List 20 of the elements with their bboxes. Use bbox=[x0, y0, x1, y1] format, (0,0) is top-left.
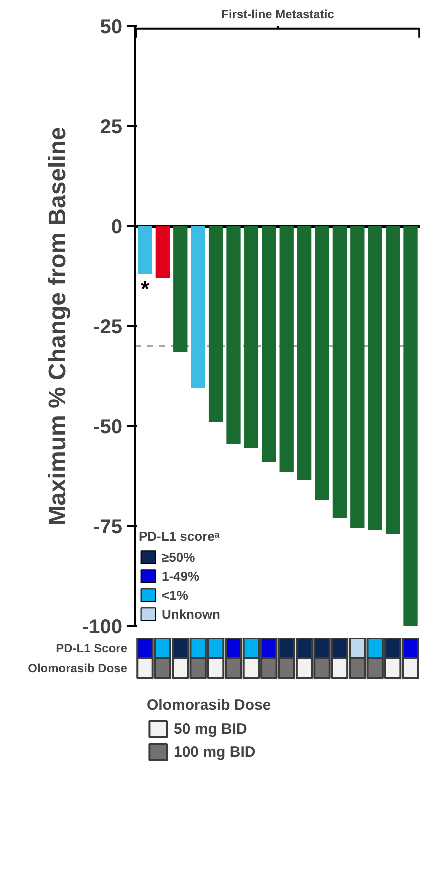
legend-title: Olomorasib Dose bbox=[147, 697, 272, 714]
legend-title: PD-L1 scoreᵃ bbox=[139, 529, 220, 544]
y-tick-label: 0 bbox=[111, 216, 122, 238]
annotation: * bbox=[140, 276, 150, 302]
y-axis-title: Olomorasib Dose bbox=[28, 662, 128, 676]
chart-title: First-line Metastatic bbox=[222, 8, 335, 22]
y-tick-label: -75 bbox=[94, 516, 122, 538]
legend-label: Unknown bbox=[162, 606, 220, 622]
legend-label: 50 mg BID bbox=[174, 720, 248, 739]
y-tick-label: 50 bbox=[100, 16, 123, 38]
legend-label: <1% bbox=[162, 587, 188, 603]
legend-label: 1-49% bbox=[162, 568, 200, 584]
legend-label: ≥50% bbox=[162, 549, 196, 565]
y-tick-label: -100 bbox=[82, 616, 122, 638]
y-axis-title: PD-L1 Score bbox=[56, 642, 128, 656]
y-axis-title: Maximum % Change from Baseline bbox=[44, 127, 72, 526]
y-tick-label: -50 bbox=[94, 416, 122, 438]
legend-label: 100 mg BID bbox=[174, 742, 256, 762]
y-tick-label: -25 bbox=[94, 316, 122, 338]
y-tick-label: 25 bbox=[100, 116, 123, 138]
